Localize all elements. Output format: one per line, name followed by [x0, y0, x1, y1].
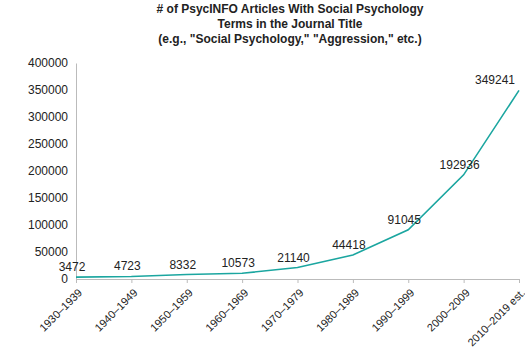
data-label: 8332 — [169, 258, 196, 272]
plot: 0 50000 100000 150000 200000 250000 300000 3500… — [28, 56, 525, 348]
y-tick: 350000 — [28, 83, 76, 97]
y-tick: 200000 — [28, 164, 76, 178]
x-tick-mark — [353, 279, 354, 283]
y-tick-label: 200000 — [28, 164, 68, 178]
x-tick-mark — [131, 279, 132, 283]
data-label: 349241 — [475, 73, 515, 87]
x-tick: 1930–1939 — [37, 279, 84, 334]
data-label: 10573 — [221, 256, 255, 270]
data-label: 44418 — [332, 238, 366, 252]
x-axis: 1930–19391940–19491950–19591960–19691970… — [37, 279, 525, 348]
x-tick-label: 2000–2009 — [424, 286, 471, 333]
x-tick: 1940–1949 — [92, 279, 139, 334]
x-tick: 1950–1959 — [148, 279, 195, 334]
x-tick: 1980–1989 — [314, 279, 361, 334]
x-axis-line — [77, 280, 520, 284]
y-tick: 150000 — [28, 191, 76, 205]
y-tick-label: 50000 — [35, 245, 69, 259]
title-group: # of PsycINFO Articles With Social Psych… — [157, 2, 424, 46]
y-tick-label: 100000 — [28, 218, 68, 232]
y-tick-label: 250000 — [28, 137, 68, 151]
data-label: 3472 — [59, 260, 86, 274]
x-tick-label: 1960–1969 — [203, 286, 250, 333]
line — [76, 90, 519, 277]
y-tick-label: 400000 — [28, 56, 68, 70]
title: Terms in the Journal Title — [218, 17, 363, 31]
data-label: 192936 — [440, 158, 480, 172]
y-tick: 400000 — [28, 56, 76, 70]
y-tick-label: 300000 — [28, 110, 68, 124]
x-tick-label: 1940–1949 — [92, 286, 139, 333]
y-tick-label: 0 — [61, 272, 68, 286]
y-axis: 0 50000 100000 150000 200000 250000 300000 3500… — [28, 56, 77, 286]
data-label: 91045 — [388, 213, 422, 227]
x-tick-label: 1970–1979 — [258, 286, 305, 333]
x-tick-label: 1930–1939 — [37, 286, 84, 333]
x-tick-mark — [187, 279, 188, 283]
y-tick: 50000 — [35, 245, 76, 259]
y-tick: 0 — [61, 272, 76, 286]
x-tick: 2010–2019 est. — [465, 279, 525, 348]
x-tick-mark — [519, 279, 520, 283]
x-tick: 1960–1969 — [203, 279, 250, 334]
x-tick-label: 1990–1999 — [369, 286, 416, 333]
x-tick: 1970–1979 — [258, 279, 305, 334]
x-tick-mark — [242, 279, 243, 283]
data-labels: 3472 4723 8332 10573 21140 44418 91045 192936 34… — [59, 73, 516, 274]
x-tick-label: 1950–1959 — [148, 286, 195, 333]
data-label: 21140 — [277, 251, 310, 265]
x-tick-label: 2010–2019 est. — [465, 286, 525, 348]
x-tick-mark — [464, 279, 465, 283]
y-tick: 100000 — [28, 218, 76, 232]
marks — [76, 90, 519, 277]
y-axis-line — [76, 64, 77, 280]
x-tick-label: 1980–1989 — [314, 286, 361, 333]
x-tick-mark — [408, 279, 409, 283]
y-tick-label: 350000 — [28, 83, 68, 97]
chart: # of PsycINFO Articles With Social Psych… — [0, 0, 525, 359]
y-tick: 250000 — [28, 137, 76, 151]
data-label: 4723 — [114, 259, 141, 273]
title: (e.g., "Social Psychology," "Aggression,… — [158, 32, 421, 46]
y-tick-label: 150000 — [28, 191, 68, 205]
x-tick: 1990–1999 — [369, 279, 416, 334]
x-tick-mark — [298, 279, 299, 283]
title: # of PsycINFO Articles With Social Psych… — [157, 2, 424, 16]
x-tick-mark — [76, 279, 77, 283]
x-tick: 2000–2009 — [424, 279, 471, 334]
y-tick: 300000 — [28, 110, 76, 124]
